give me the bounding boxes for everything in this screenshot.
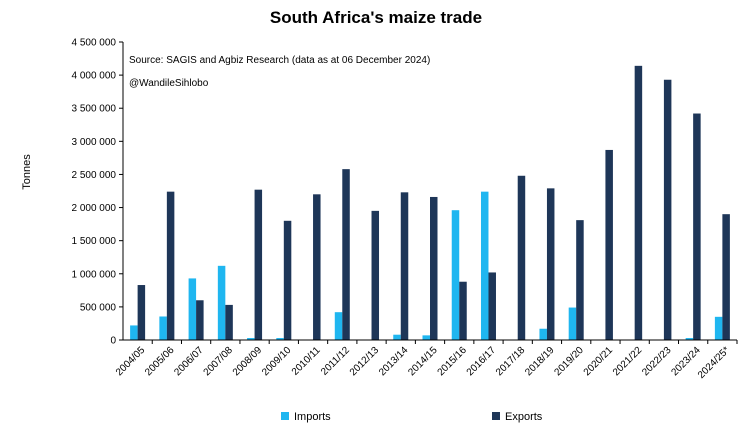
bar-exports-2012-13 <box>371 210 380 340</box>
bar-exports-2007-08 <box>225 304 233 340</box>
x-tick-label: 2021/22 <box>611 345 645 379</box>
x-tick-label: 2008/09 <box>231 345 265 379</box>
source-note: Source: SAGIS and Agbiz Research (data a… <box>129 55 430 66</box>
bar-imports-2014-15 <box>422 335 430 340</box>
bar-exports-2010-11 <box>313 194 321 340</box>
y-tick-label: 3 500 000 <box>72 104 117 115</box>
x-tick-label: 2024/25* <box>696 345 732 381</box>
legend-swatch-imports <box>281 412 289 420</box>
bar-exports-2009-10 <box>283 220 292 340</box>
x-tick-label: 2009/10 <box>260 345 294 379</box>
y-tick-label: 1 500 000 <box>72 236 117 247</box>
bar-imports-2006-07 <box>188 278 197 340</box>
x-tick-label: 2022/23 <box>640 345 674 379</box>
x-tick-label: 2010/11 <box>290 345 323 378</box>
x-tick-label: 2012/13 <box>348 345 382 379</box>
bar-exports-2011-12 <box>342 169 350 340</box>
x-tick-label: 2007/08 <box>202 345 236 379</box>
bar-imports-2016-17 <box>480 191 489 340</box>
bar-imports-2007-08 <box>217 265 226 340</box>
y-tick-label: 1 000 000 <box>72 269 117 280</box>
y-axis: 0 500 000 1 000 000 1 500 000 2 000 000 2 500… <box>72 38 124 347</box>
bar-exports-2013-14 <box>400 192 409 340</box>
y-tick-label: 0 <box>110 336 116 347</box>
bar-imports-2004-05 <box>130 325 138 340</box>
bar-exports-2019-20 <box>576 220 584 340</box>
x-tick-label: 2004/05 <box>114 345 148 379</box>
x-tick-label: 2014/15 <box>406 345 440 379</box>
handle-note: @WandileSihlobo <box>129 78 209 89</box>
y-tick-label: 2 000 000 <box>72 203 117 214</box>
bar-imports-2005-06 <box>159 316 167 340</box>
legend-label-imports: Imports <box>294 411 331 423</box>
bar-imports-2024-25- <box>714 316 723 340</box>
bar-exports-2024-25- <box>722 214 730 340</box>
x-tick-label: 2005/06 <box>143 345 177 379</box>
bars <box>130 65 730 341</box>
bar-exports-2022-23 <box>663 79 672 340</box>
x-tick-label: 2016/17 <box>465 345 499 379</box>
bar-exports-2020-21 <box>605 149 613 340</box>
bar-imports-2008-09 <box>247 338 255 340</box>
y-tick-label: 3 000 000 <box>72 137 117 148</box>
bar-exports-2021-22 <box>634 65 643 340</box>
x-tick-label: 2011/12 <box>319 345 352 378</box>
bar-exports-2005-06 <box>166 191 175 340</box>
x-tick-label: 2020/21 <box>582 345 616 379</box>
bar-imports-2015-16 <box>451 210 460 340</box>
bar-imports-2013-14 <box>393 334 401 340</box>
x-tick-label: 2015/16 <box>436 345 470 379</box>
x-tick-label: 2017/18 <box>494 345 528 379</box>
bar-exports-2004-05 <box>137 285 146 340</box>
bar-imports-2011-12 <box>334 312 343 340</box>
x-axis: 2004/052005/062006/072007/082008/092009/… <box>114 339 738 381</box>
x-tick-label: 2018/19 <box>523 345 557 379</box>
bar-exports-2016-17 <box>488 272 496 340</box>
legend-label-exports: Exports <box>505 411 543 423</box>
x-tick-label: 2013/14 <box>377 345 411 379</box>
bar-exports-2014-15 <box>430 196 438 340</box>
x-tick-label: 2019/20 <box>552 345 586 379</box>
x-tick-label: 2006/07 <box>172 345 206 379</box>
bar-exports-2015-16 <box>459 281 467 340</box>
bar-exports-2018-19 <box>546 188 555 340</box>
bar-exports-2008-09 <box>254 189 263 340</box>
y-tick-label: 4 500 000 <box>72 38 117 49</box>
y-axis-label: Tonnes <box>21 154 33 190</box>
legend-swatch-exports <box>492 412 500 420</box>
bar-imports-2009-10 <box>276 338 284 340</box>
legend: Imports Exports <box>281 411 543 423</box>
bar-imports-2018-19 <box>539 328 547 340</box>
y-tick-label: 500 000 <box>80 302 117 313</box>
bar-exports-2017-18 <box>517 175 526 340</box>
bar-imports-2023-24 <box>685 338 694 340</box>
y-tick-label: 4 000 000 <box>72 71 117 82</box>
bar-imports-2019-20 <box>568 307 577 340</box>
bar-exports-2006-07 <box>196 300 204 340</box>
y-tick-label: 2 500 000 <box>72 170 117 181</box>
chart-title: South Africa's maize trade <box>270 8 482 27</box>
bar-exports-2023-24 <box>693 113 701 341</box>
